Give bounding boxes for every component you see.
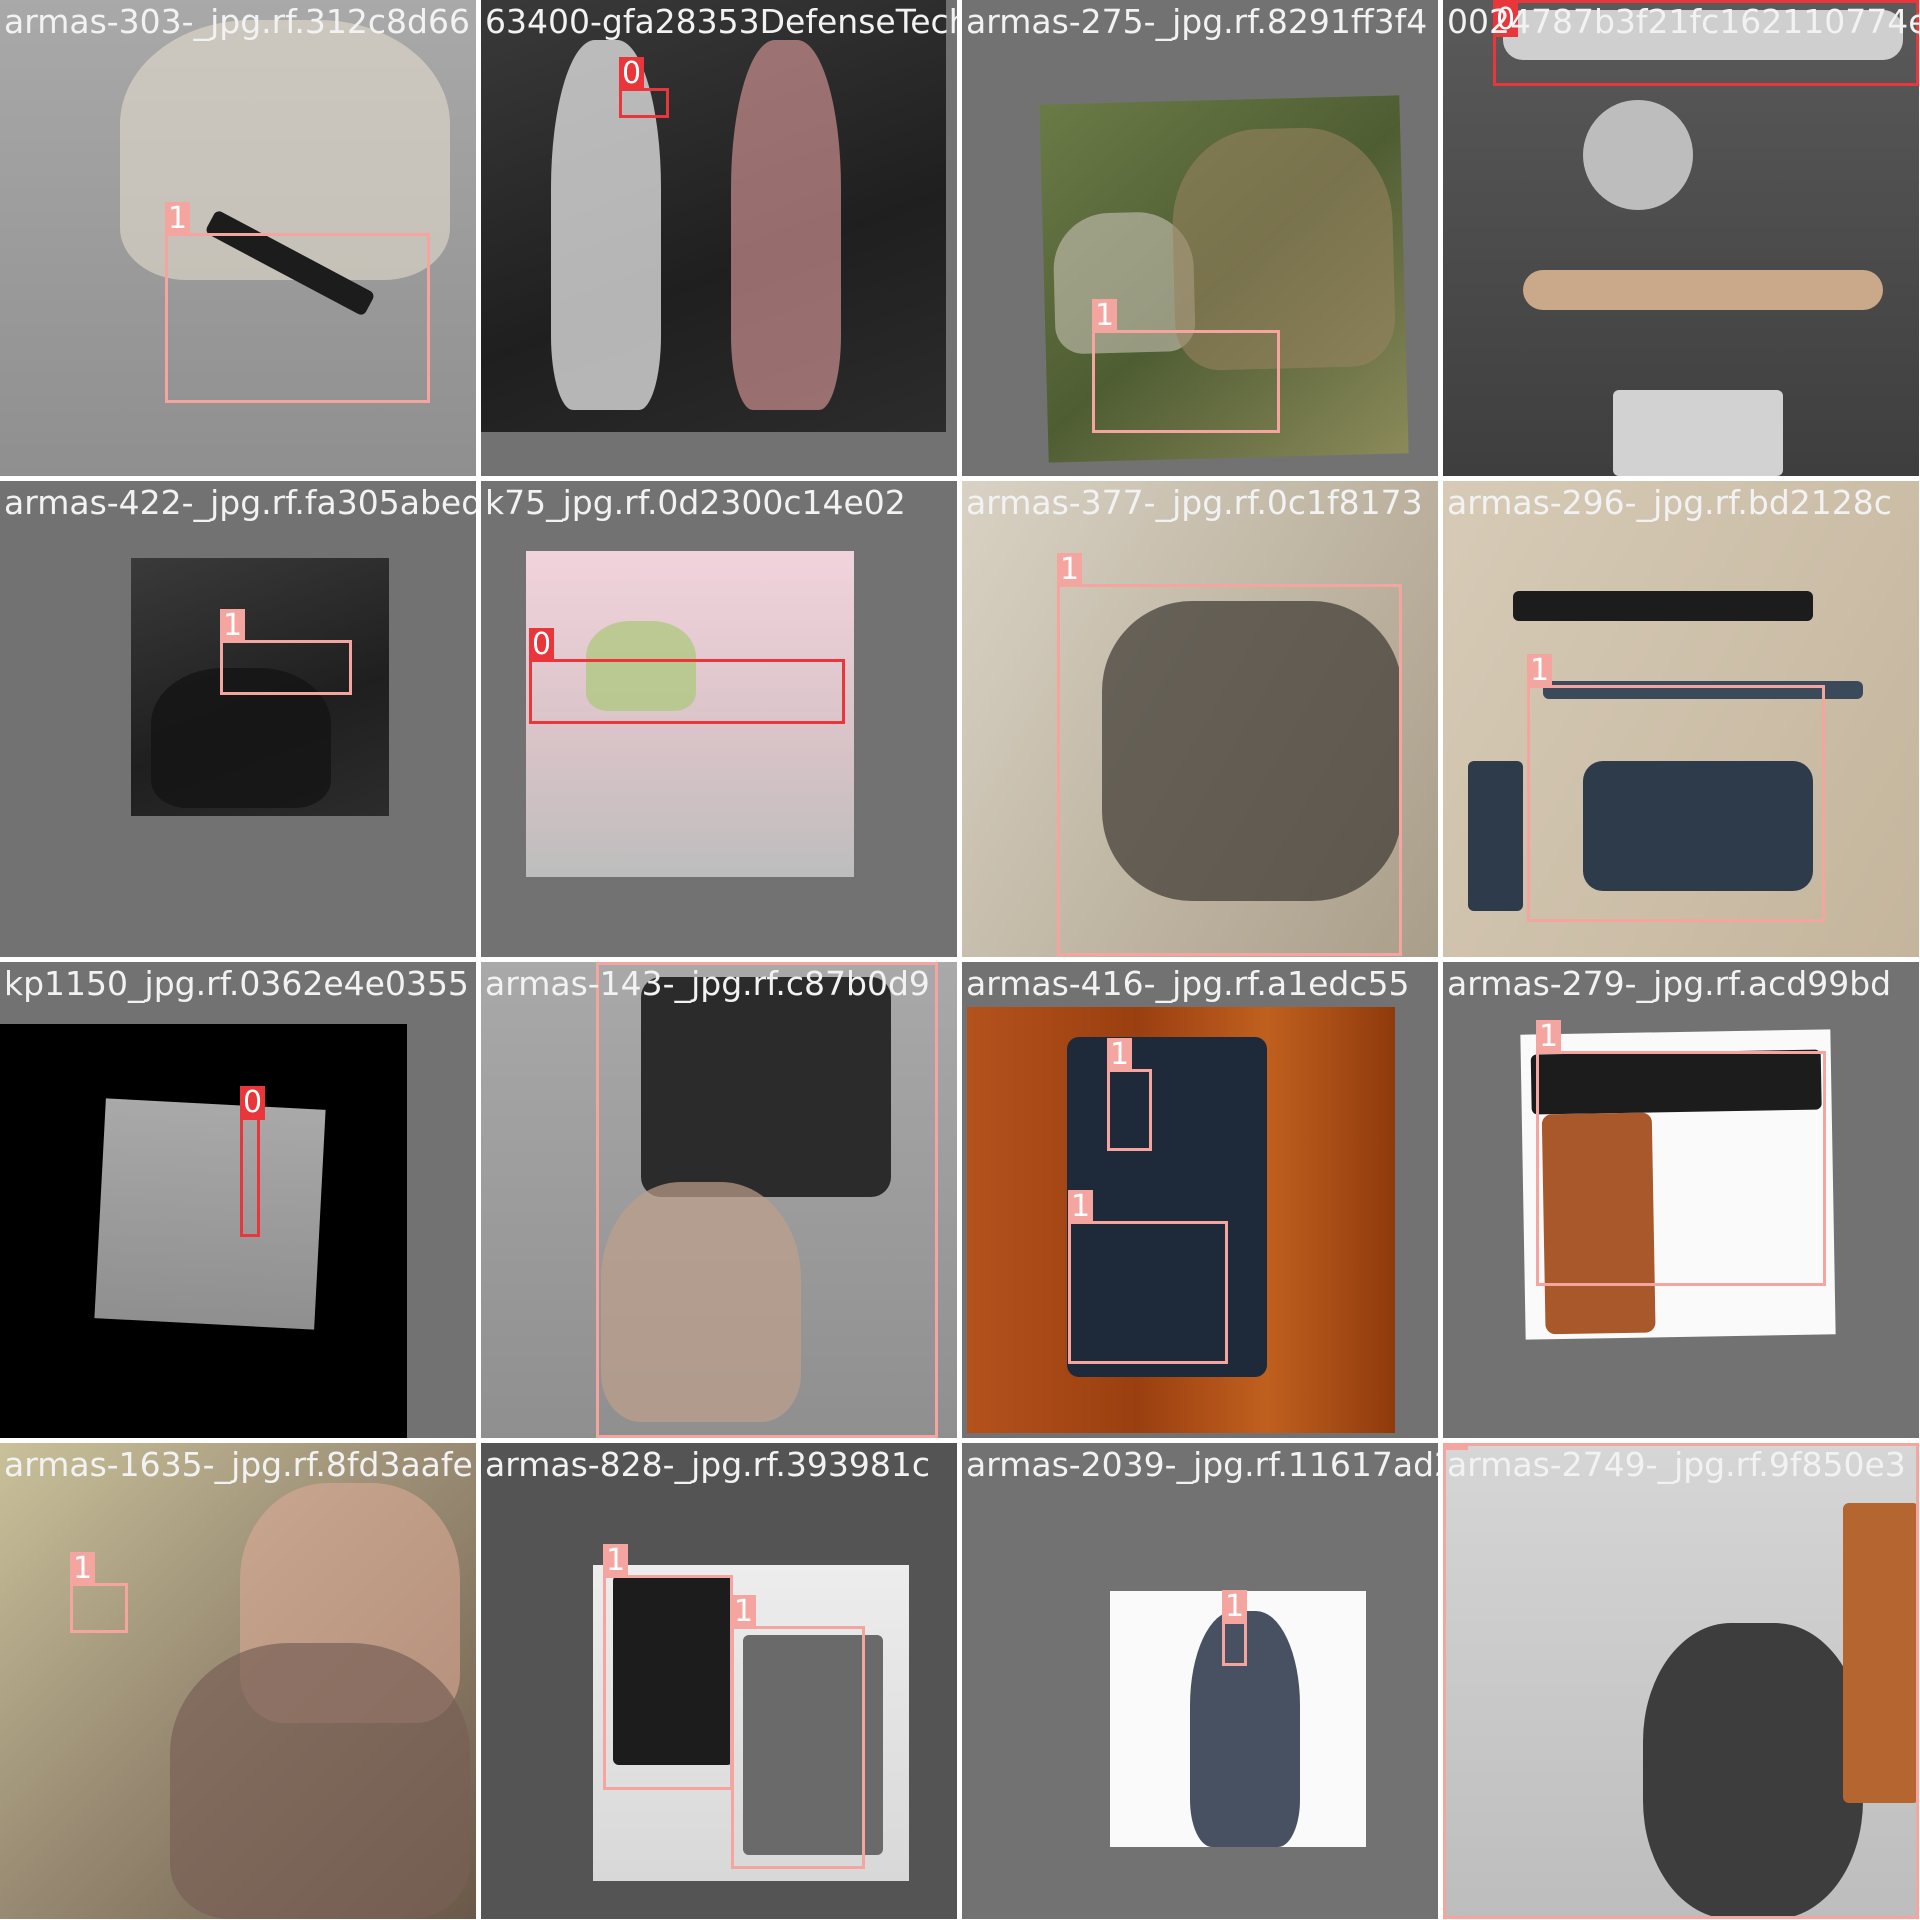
tile-image bbox=[1443, 0, 1919, 476]
bbox: 1 bbox=[731, 1595, 865, 1869]
tile-filename: armas-422-_jpg.rf.fa305abed bbox=[4, 483, 476, 522]
bbox: 1 bbox=[1443, 1443, 1919, 1919]
grid-divider bbox=[0, 476, 1920, 481]
tile-filename: armas-275-_jpg.rf.8291ff3f4 bbox=[966, 2, 1428, 41]
tile-image bbox=[481, 1443, 957, 1919]
tile-8: 1 armas-296-_jpg.rf.bd2128c bbox=[1443, 481, 1919, 957]
bbox: 1 bbox=[596, 962, 938, 1438]
tile-image bbox=[962, 481, 1438, 957]
tile-image bbox=[481, 0, 946, 432]
tile-image bbox=[967, 1007, 1395, 1433]
tile-15: 1 armas-2039-_jpg.rf.11617ad2 bbox=[962, 1443, 1438, 1919]
grid-divider bbox=[0, 957, 1920, 962]
tile-image bbox=[1110, 1591, 1366, 1847]
bbox: 0 bbox=[619, 57, 669, 118]
bbox-class-label: 1 bbox=[1068, 1190, 1094, 1224]
bbox-class-label: 0 bbox=[619, 57, 645, 91]
bbox-class-label: 1 bbox=[165, 202, 191, 236]
tile-16: 1 armas-2749-_jpg.rf.9f850e3 bbox=[1443, 1443, 1919, 1919]
tile-10: 1 armas-143-_jpg.rf.c87b0d9 bbox=[481, 962, 957, 1438]
tile-filename: armas-2039-_jpg.rf.11617ad2 bbox=[966, 1445, 1438, 1484]
bbox-class-label: 1 bbox=[731, 1595, 757, 1629]
bbox-class-label: 1 bbox=[596, 962, 622, 965]
tile-image bbox=[0, 1443, 476, 1919]
tile-13: 1 armas-1635-_jpg.rf.8fd3aafe bbox=[0, 1443, 476, 1919]
tile-3: 1 armas-275-_jpg.rf.8291ff3f4 bbox=[962, 0, 1438, 476]
bbox-class-label: 1 bbox=[1107, 1038, 1133, 1072]
tile-image bbox=[526, 551, 854, 877]
bbox-class-label: 1 bbox=[220, 609, 246, 643]
tile-9: 0 kp1150_jpg.rf.0362e4e0355 bbox=[0, 962, 476, 1438]
tile-1: 1 armas-303-_jpg.rf.312c8d66 bbox=[0, 0, 476, 476]
bbox: 0 bbox=[529, 628, 845, 724]
bbox-class-label: 1 bbox=[1222, 1590, 1248, 1624]
tile-image bbox=[481, 962, 957, 1438]
bbox-class-label: 1 bbox=[1057, 553, 1083, 587]
tile-2: 0 63400-gfa28353DefenseTechniques bbox=[481, 0, 957, 476]
bbox-class-label: 1 bbox=[603, 1544, 629, 1578]
tile-image bbox=[1443, 1443, 1919, 1919]
tile-image bbox=[131, 558, 389, 816]
bbox: 1 bbox=[165, 202, 430, 403]
tile-filename: armas-416-_jpg.rf.a1edc55 bbox=[966, 964, 1410, 1003]
tile-6: 0 k75_jpg.rf.0d2300c14e02 bbox=[481, 481, 957, 957]
bbox-class-label: 1 bbox=[1536, 1020, 1562, 1054]
bbox: 1 bbox=[603, 1544, 733, 1790]
bbox: 0 bbox=[1493, 0, 1919, 86]
bbox-class-label: 0 bbox=[529, 628, 555, 662]
tile-4: 0 0024787b3f21fc162110774e bbox=[1443, 0, 1919, 476]
bbox: 1 bbox=[70, 1552, 128, 1633]
tile-12: 1 armas-279-_jpg.rf.acd99bd bbox=[1443, 962, 1919, 1438]
tile-5: 1 armas-422-_jpg.rf.fa305abed bbox=[0, 481, 476, 957]
bbox: 1 bbox=[1107, 1038, 1152, 1151]
bbox: 1 bbox=[1527, 654, 1825, 922]
bbox: 1 bbox=[1057, 553, 1402, 956]
bbox: 1 bbox=[1068, 1190, 1228, 1364]
tile-7: 1 armas-377-_jpg.rf.0c1f8173 bbox=[962, 481, 1438, 957]
bbox-class-label: 1 bbox=[1092, 299, 1118, 333]
bbox-class-label: 1 bbox=[1443, 1443, 1469, 1450]
tile-filename: armas-279-_jpg.rf.acd99bd bbox=[1447, 964, 1892, 1003]
bbox-class-label: 1 bbox=[70, 1552, 96, 1586]
tile-filename: kp1150_jpg.rf.0362e4e0355 bbox=[4, 964, 469, 1003]
bbox: 1 bbox=[1536, 1020, 1826, 1286]
bbox: 1 bbox=[1222, 1590, 1248, 1666]
tile-image bbox=[1443, 481, 1919, 957]
bbox: 1 bbox=[1092, 299, 1280, 433]
tile-14: 1 1 armas-828-_jpg.rf.393981c bbox=[481, 1443, 957, 1919]
tile-image bbox=[0, 0, 476, 476]
bbox-class-label: 0 bbox=[240, 1086, 266, 1120]
tile-11: 1 1 armas-416-_jpg.rf.a1edc55 bbox=[962, 962, 1438, 1438]
bbox: 0 bbox=[240, 1086, 266, 1237]
bbox-class-label: 1 bbox=[1527, 654, 1553, 688]
tile-filename: k75_jpg.rf.0d2300c14e02 bbox=[485, 483, 906, 522]
grid-divider bbox=[0, 1438, 1920, 1443]
tile-image bbox=[0, 1024, 407, 1438]
bbox: 1 bbox=[220, 609, 352, 695]
bbox-class-label: 0 bbox=[1493, 3, 1519, 37]
